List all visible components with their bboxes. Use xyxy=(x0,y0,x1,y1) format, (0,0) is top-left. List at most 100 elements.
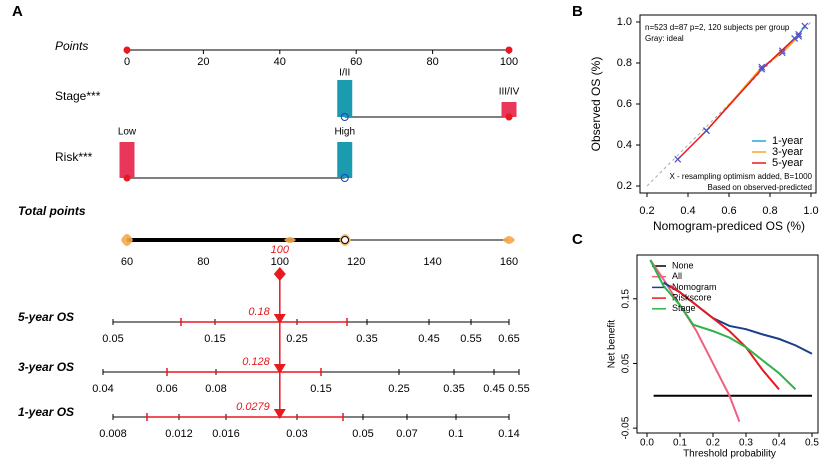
axis-end xyxy=(123,46,131,54)
tick-label: 0.07 xyxy=(396,428,417,440)
tick-label: 160 xyxy=(500,256,518,268)
point-cross xyxy=(703,127,710,135)
tick-label: 0.016 xyxy=(212,428,240,440)
series-line xyxy=(677,37,796,160)
panel-label: B xyxy=(572,3,583,20)
tick-label: 40 xyxy=(274,56,286,68)
legend-label: None xyxy=(672,260,694,270)
x-tick-label: 0.6 xyxy=(721,205,736,217)
row-label: Points xyxy=(55,39,88,53)
level-label: I/II xyxy=(339,68,350,79)
level-label: Low xyxy=(118,127,137,138)
tick-label: 0.14 xyxy=(498,428,519,440)
tick-label: 20 xyxy=(197,56,209,68)
legend-label: Riskscore xyxy=(672,292,712,302)
tick-label: 0.008 xyxy=(99,428,127,440)
y-tick-label: -0.05 xyxy=(621,416,632,439)
level-dot xyxy=(123,174,131,182)
point-cross xyxy=(674,155,682,163)
level-dot xyxy=(340,113,349,121)
x-axis-label: Nomogram-prediced OS (%) xyxy=(653,219,805,233)
annotation: Gray: ideal xyxy=(645,34,684,43)
row-label: Total points xyxy=(18,204,86,218)
level-label: High xyxy=(334,127,355,138)
point-cross xyxy=(758,65,766,73)
y-tick-label: 0.6 xyxy=(617,98,632,110)
level-box xyxy=(337,80,353,117)
level-box xyxy=(119,142,135,178)
density xyxy=(284,237,296,243)
tick-label: 80 xyxy=(197,256,209,268)
y-tick-label: 0.8 xyxy=(617,57,632,69)
level-dot xyxy=(340,174,349,182)
annotation: Based on observed-predicted xyxy=(707,183,812,192)
tick-label: 0.03 xyxy=(286,428,307,440)
x-tick-label: 0.0 xyxy=(640,438,654,449)
tick-label: 0.25 xyxy=(286,333,307,345)
tick-label: 0.55 xyxy=(508,383,529,395)
tick-label: 0.55 xyxy=(460,333,481,345)
row-label: Stage*** xyxy=(55,89,101,103)
legend-label: 3-year xyxy=(772,146,804,158)
outcome-marker xyxy=(273,364,286,374)
x-tick-label: 0.5 xyxy=(805,438,819,449)
tick-label: 0.35 xyxy=(443,383,464,395)
density xyxy=(121,234,133,246)
tick-label: 0.45 xyxy=(418,333,439,345)
tick-label: 60 xyxy=(350,56,362,68)
tick-label: 0.08 xyxy=(205,383,226,395)
x-tick-label: 0.3 xyxy=(739,438,753,449)
annotation: X - resampling optimism added, B=1000 xyxy=(669,172,812,181)
plot-frame xyxy=(636,254,819,434)
point-cross xyxy=(758,63,766,71)
y-tick-label: 0.05 xyxy=(621,353,632,373)
tick-label: 0.06 xyxy=(156,383,177,395)
x-tick-label: 1.0 xyxy=(803,205,818,217)
row-label: 1-year OS xyxy=(18,405,74,419)
value-label: 0.18 xyxy=(248,306,270,318)
y-tick-label: 0.2 xyxy=(617,180,632,192)
tick-label: 0.15 xyxy=(204,333,225,345)
tick-label: 100 xyxy=(271,256,289,268)
outcome-marker xyxy=(273,409,286,419)
value-label: 0.128 xyxy=(242,356,270,368)
value-label: 100 xyxy=(271,244,290,256)
axis-end xyxy=(505,46,513,54)
tick-label: 0.05 xyxy=(352,428,373,440)
y-axis-label: Observed OS (%) xyxy=(589,57,603,152)
series-line xyxy=(649,259,741,423)
tick-label: 100 xyxy=(500,56,518,68)
level-box xyxy=(337,142,353,178)
legend-label: All xyxy=(672,271,682,281)
level-dot xyxy=(505,113,513,121)
y-tick-label: 1.0 xyxy=(617,16,632,28)
x-tick-label: 0.4 xyxy=(772,438,786,449)
panel-label: C xyxy=(572,231,583,248)
panel-label: A xyxy=(12,3,23,20)
legend-label: Nomogram xyxy=(672,282,717,292)
y-tick-label: 0.15 xyxy=(621,289,632,309)
row-label: 5-year OS xyxy=(18,310,74,324)
tick-label: 60 xyxy=(121,256,133,268)
x-tick-label: 0.2 xyxy=(639,205,654,217)
tick-label: 0.012 xyxy=(165,428,193,440)
point-cross xyxy=(791,34,799,42)
tick-label: 0 xyxy=(124,56,130,68)
y-tick-label: 0.4 xyxy=(617,139,632,151)
tick-label: 0.05 xyxy=(102,333,123,345)
annotation: n=523 d=87 p=2, 120 subjects per group xyxy=(645,23,790,32)
x-axis-label: Threshold probability xyxy=(683,449,776,460)
tick-label: 0.45 xyxy=(483,383,504,395)
legend-label: 5-year xyxy=(772,157,804,169)
legend-label: 1-year xyxy=(772,135,804,147)
level-box xyxy=(501,102,517,117)
point-cross xyxy=(795,32,803,40)
legend-label: Stage xyxy=(672,303,696,313)
y-axis-label: Net benefit xyxy=(607,320,618,369)
tick-label: 0.1 xyxy=(448,428,463,440)
x-tick-label: 0.4 xyxy=(680,205,695,217)
tick-label: 0.04 xyxy=(92,383,113,395)
tick-label: 0.35 xyxy=(356,333,377,345)
total-dot xyxy=(341,236,349,244)
